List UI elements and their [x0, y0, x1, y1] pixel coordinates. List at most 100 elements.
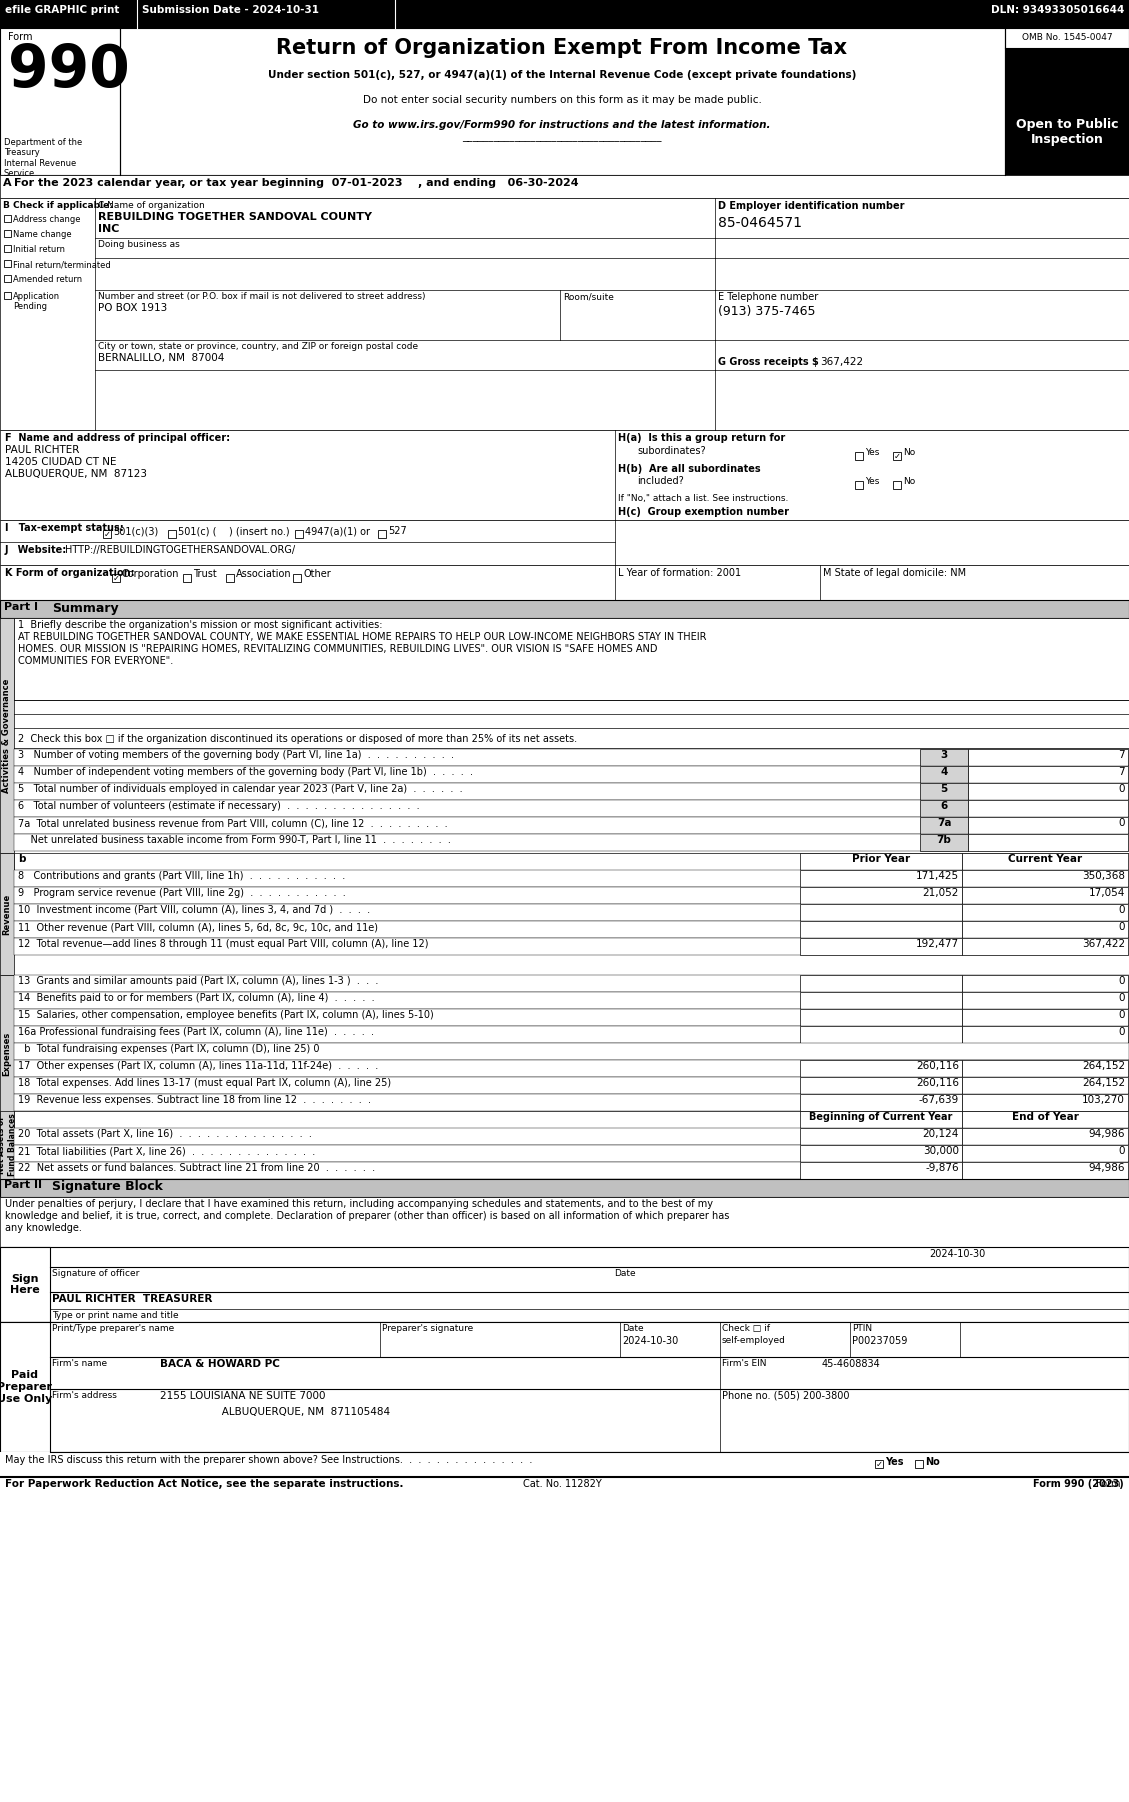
Bar [893, 452, 901, 460]
Bar [875, 1460, 883, 1469]
Text: Application
Pending: Application Pending [14, 292, 60, 312]
Text: 94,986: 94,986 [1088, 1162, 1124, 1173]
Text: Check □ if: Check □ if [723, 1324, 770, 1333]
Text: 527: 527 [388, 526, 406, 535]
Text: Summary: Summary [52, 602, 119, 614]
Text: Form: Form [8, 32, 33, 41]
Text: 367,422: 367,422 [1082, 939, 1124, 950]
Text: Submission Date - 2024-10-31: Submission Date - 2024-10-31 [142, 5, 320, 14]
Text: 0: 0 [1119, 784, 1124, 795]
Text: 192,477: 192,477 [916, 939, 959, 950]
Text: -9,876: -9,876 [926, 1162, 959, 1173]
Text: H(c)  Group exemption number: H(c) Group exemption number [618, 506, 789, 517]
Text: 4   Number of independent voting members of the governing body (Part VI, line 1b: 4 Number of independent voting members o… [18, 768, 473, 777]
Text: 5   Total number of individuals employed in calendar year 2023 (Part V, line 2a): 5 Total number of individuals employed i… [18, 784, 463, 795]
Text: 10  Investment income (Part VIII, column (A), lines 3, 4, and 7d )  .  .  .  .: 10 Investment income (Part VIII, column … [18, 905, 370, 915]
Text: Go to www.irs.gov/Form990 for instructions and the latest information.: Go to www.irs.gov/Form990 for instructio… [353, 121, 771, 130]
Text: H(a)  Is this a group return for: H(a) Is this a group return for [618, 432, 786, 443]
Text: 0: 0 [1119, 1027, 1124, 1036]
Text: 2  Check this box □ if the organization discontinued its operations or disposed : 2 Check this box □ if the organization d… [18, 733, 577, 744]
Bar [0, 1197, 1129, 1247]
Text: Print/Type preparer's name: Print/Type preparer's name [52, 1324, 174, 1333]
Text: HTTP://REBUILDINGTOGETHERSANDOVAL.ORG/: HTTP://REBUILDINGTOGETHERSANDOVAL.ORG/ [65, 544, 295, 555]
Text: Association: Association [236, 569, 291, 578]
Text: Cat. No. 11282Y: Cat. No. 11282Y [523, 1479, 602, 1488]
Bar [14, 834, 1129, 851]
Bar [1005, 49, 1129, 112]
Text: 21  Total liabilities (Part X, line 26)  .  .  .  .  .  .  .  .  .  .  .  .  .  : 21 Total liabilities (Part X, line 26) .… [18, 1146, 315, 1157]
Bar [920, 800, 968, 816]
Bar [855, 481, 863, 488]
Bar [14, 1009, 1129, 1025]
Bar [920, 766, 968, 784]
Bar [800, 1094, 962, 1112]
Text: 0: 0 [1119, 977, 1124, 986]
Text: City or town, state or province, country, and ZIP or foreign postal code: City or town, state or province, country… [98, 342, 418, 351]
Bar [0, 1323, 1129, 1452]
Bar [5, 259, 11, 267]
Text: 260,116: 260,116 [916, 1078, 959, 1088]
Text: 22  Net assets or fund balances. Subtract line 21 from line 20  .  .  .  .  .  .: 22 Net assets or fund balances. Subtract… [18, 1162, 375, 1173]
Text: Part II: Part II [5, 1180, 42, 1189]
Bar [295, 530, 303, 539]
Text: ALBUQUERQUE, NM  871105484: ALBUQUERQUE, NM 871105484 [160, 1407, 391, 1416]
Bar [962, 1094, 1128, 1112]
Text: ALBUQUERQUE, NM  87123: ALBUQUERQUE, NM 87123 [5, 469, 147, 479]
Bar [0, 1452, 1129, 1478]
Text: 14205 CIUDAD CT NE: 14205 CIUDAD CT NE [5, 458, 116, 467]
Text: INC: INC [98, 223, 120, 234]
Text: 17,054: 17,054 [1088, 888, 1124, 897]
Bar [962, 975, 1128, 991]
Text: Prior Year: Prior Year [852, 854, 910, 863]
Bar [14, 1112, 1129, 1128]
Bar [14, 750, 1129, 766]
Bar [183, 575, 191, 582]
Text: F  Name and address of principal officer:: F Name and address of principal officer: [5, 432, 230, 443]
Bar [0, 521, 1129, 566]
Text: No: No [903, 449, 916, 458]
Bar [800, 905, 962, 921]
Text: Return of Organization Exempt From Income Tax: Return of Organization Exempt From Incom… [277, 38, 848, 58]
Bar [5, 231, 11, 238]
Text: Activities & Governance: Activities & Governance [2, 678, 11, 793]
Bar [14, 991, 1129, 1009]
Bar [0, 1112, 14, 1179]
Bar [5, 245, 11, 252]
Bar [800, 921, 962, 939]
Bar [0, 198, 1129, 431]
Bar [968, 816, 1128, 834]
Text: M State of legal domicile: NM: M State of legal domicile: NM [823, 568, 966, 578]
Bar [920, 784, 968, 800]
Bar [226, 575, 234, 582]
Bar [0, 175, 1129, 198]
Text: Yes: Yes [885, 1458, 903, 1467]
Bar [800, 1162, 962, 1179]
Bar [962, 1162, 1128, 1179]
Bar [14, 800, 1129, 816]
Bar [1005, 29, 1129, 175]
Bar [0, 1478, 1129, 1499]
Text: 20,124: 20,124 [922, 1130, 959, 1139]
Bar [14, 1094, 1129, 1112]
Text: 14  Benefits paid to or for members (Part IX, column (A), line 4)  .  .  .  .  .: 14 Benefits paid to or for members (Part… [18, 993, 375, 1004]
Bar [14, 852, 1129, 870]
Text: Signature Block: Signature Block [52, 1180, 163, 1193]
Text: Amended return: Amended return [14, 276, 82, 285]
Bar [920, 816, 968, 834]
Text: Paid
Preparer
Use Only: Paid Preparer Use Only [0, 1370, 53, 1404]
Bar [893, 481, 901, 488]
Text: efile GRAPHIC print: efile GRAPHIC print [5, 5, 120, 14]
Text: 85-0464571: 85-0464571 [718, 216, 802, 231]
Text: K Form of organization:: K Form of organization: [5, 568, 134, 578]
Text: 0: 0 [1119, 993, 1124, 1004]
Text: Firm's EIN: Firm's EIN [723, 1359, 767, 1368]
Text: Trust: Trust [193, 569, 217, 578]
Bar [14, 887, 1129, 905]
Text: AT REBUILDING TOGETHER SANDOVAL COUNTY, WE MAKE ESSENTIAL HOME REPAIRS TO HELP O: AT REBUILDING TOGETHER SANDOVAL COUNTY, … [18, 633, 707, 642]
Text: 0: 0 [1119, 1009, 1124, 1020]
Text: P00237059: P00237059 [852, 1335, 908, 1346]
Bar [14, 1144, 1129, 1162]
Text: For Paperwork Reduction Act Notice, see the separate instructions.: For Paperwork Reduction Act Notice, see … [5, 1479, 403, 1488]
Text: Corporation: Corporation [122, 569, 180, 578]
Bar [800, 1128, 962, 1144]
